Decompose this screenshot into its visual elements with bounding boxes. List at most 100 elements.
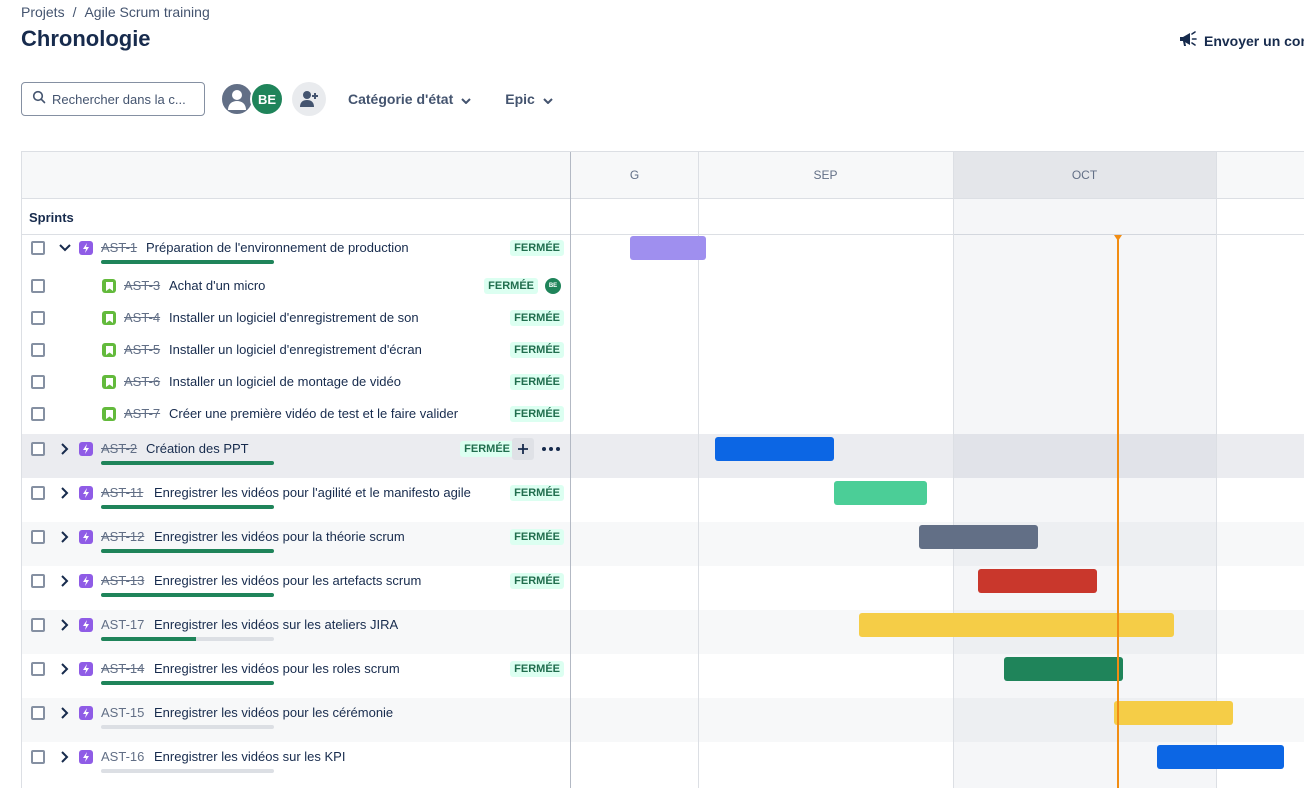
avatar-be[interactable]: BE [250,82,284,116]
sprints-label: Sprints [29,210,74,225]
chevron-right-icon[interactable] [58,750,72,764]
chevron-right-icon[interactable] [58,618,72,632]
row-checkbox[interactable] [31,618,45,632]
issue-summary[interactable]: Installer un logiciel d'enregistrement d… [169,342,422,357]
issue-summary[interactable]: Installer un logiciel de montage de vidé… [169,374,401,389]
timeline-bar-ast-14[interactable] [1004,657,1123,681]
row-checkbox[interactable] [31,311,45,325]
issue-key[interactable]: AST-3 [124,278,161,293]
breadcrumb-board[interactable]: Agile Scrum training [84,4,210,20]
issue-row-ast-4[interactable]: AST-4 Installer un logiciel d'enregistrem… [22,306,1304,338]
more-icon [542,447,560,451]
issue-key[interactable]: AST-1 [101,240,138,255]
issue-key[interactable]: AST-16 [101,749,145,764]
list-chart-divider[interactable] [570,152,571,788]
status-category-filter[interactable]: Catégorie d'état [348,91,471,107]
month-gridline [953,152,954,788]
progress-fill [101,593,274,597]
more-actions-button[interactable] [540,438,562,460]
row-checkbox[interactable] [31,706,45,720]
timeline-bar-ast-2[interactable] [715,437,834,461]
breadcrumb-projects[interactable]: Projets [21,4,65,20]
issue-summary[interactable]: Achat d'un micro [169,278,266,293]
issue-summary[interactable]: Enregistrer les vidéos pour les artefact… [154,573,422,588]
issue-row-ast-16[interactable]: AST-16 Enregistrer les vidéos sur les KPI [22,742,1304,786]
issue-summary[interactable]: Préparation de l'environnement de produc… [146,240,409,255]
assignee-avatar[interactable]: BE [545,278,561,294]
issue-summary[interactable]: Enregistrer les vidéos pour l'agilité et… [154,485,471,500]
issue-summary[interactable]: Enregistrer les vidéos pour les roles sc… [154,661,400,676]
issue-row-ast-11[interactable]: AST-11 Enregistrer les vidéos pour l'agil… [22,478,1304,522]
chevron-right-icon[interactable] [58,662,72,676]
chevron-right-icon[interactable] [58,442,72,456]
issue-key[interactable]: AST-5 [124,342,161,357]
issue-key[interactable]: AST-6 [124,374,161,389]
add-child-button[interactable] [512,438,534,460]
issue-key[interactable]: AST-13 [101,573,145,588]
issue-summary[interactable]: Installer un logiciel d'enregistrement d… [169,310,419,325]
epic-filter[interactable]: Epic [505,91,553,107]
timeline-bar-ast-16[interactable] [1157,745,1284,769]
timeline: G SEP OCT Sprints AST-1 Préparation de l'… [21,151,1304,788]
issue-summary[interactable]: Création des PPT [146,441,249,456]
row-checkbox[interactable] [31,279,45,293]
issue-key[interactable]: AST-14 [101,661,145,676]
search-box[interactable] [21,82,205,116]
issue-row-ast-3[interactable]: AST-3 Achat d'un micro FERMÉE BE [22,274,1304,306]
row-checkbox[interactable] [31,530,45,544]
epic-icon [79,442,93,456]
timeline-bar-ast-12[interactable] [919,525,1038,549]
issue-row-ast-14[interactable]: AST-14 Enregistrer les vidéos pour les ro… [22,654,1304,698]
status-badge: FERMÉE [510,529,564,545]
issue-row-ast-2[interactable]: AST-2 Création des PPT FERMÉE [22,434,1304,478]
chevron-right-icon[interactable] [58,530,72,544]
chevron-down-icon[interactable] [58,241,72,255]
issue-summary[interactable]: Enregistrer les vidéos sur les KPI [154,749,346,764]
issue-key[interactable]: AST-11 [101,485,144,500]
chevron-right-icon[interactable] [58,486,72,500]
chevron-right-icon[interactable] [58,706,72,720]
issue-key[interactable]: AST-7 [124,406,161,421]
timeline-bar-ast-15[interactable] [1114,701,1233,725]
row-checkbox[interactable] [31,750,45,764]
chevron-right-icon[interactable] [58,574,72,588]
add-people-button[interactable] [292,82,326,116]
issue-summary[interactable]: Enregistrer les vidéos sur les ateliers … [154,617,399,632]
row-checkbox[interactable] [31,241,45,255]
issue-row-ast-7[interactable]: AST-7 Créer une première vidéo de test et… [22,402,1304,434]
feedback-button[interactable]: Envoyer un com [1178,30,1304,51]
avatar-unassigned[interactable] [220,82,254,116]
issue-row-list-cell: AST-14 Enregistrer les vidéos pour les ro… [22,654,570,698]
issue-key[interactable]: AST-2 [101,441,138,456]
issue-row-ast-13[interactable]: AST-13 Enregistrer les vidéos pour les ar… [22,566,1304,610]
row-checkbox[interactable] [31,486,45,500]
issue-row-ast-12[interactable]: AST-12 Enregistrer les vidéos pour la thé… [22,522,1304,566]
issue-row-ast-15[interactable]: AST-15 Enregistrer les vidéos pour les cé… [22,698,1304,742]
avatar-group: BE [220,82,284,116]
timeline-bar-ast-1[interactable] [630,236,706,260]
search-input[interactable] [52,91,192,107]
issue-row-ast-6[interactable]: AST-6 Installer un logiciel de montage de… [22,370,1304,402]
issue-row-ast-5[interactable]: AST-5 Installer un logiciel d'enregistrem… [22,338,1304,370]
timeline-bar-ast-11[interactable] [834,481,927,505]
timeline-bar-ast-13[interactable] [978,569,1097,593]
issue-summary[interactable]: Enregistrer les vidéos pour la théorie s… [154,529,405,544]
row-checkbox[interactable] [31,407,45,421]
issue-summary[interactable]: Enregistrer les vidéos pour les cérémoni… [154,705,394,720]
issue-key[interactable]: AST-12 [101,529,145,544]
issue-summary[interactable]: Créer une première vidéo de test et le f… [169,406,459,421]
issue-key[interactable]: AST-15 [101,705,145,720]
issue-row-ast-17[interactable]: AST-17 Enregistrer les vidéos sur les ate… [22,610,1304,654]
timeline-bar-ast-17[interactable] [859,613,1174,637]
issue-key[interactable]: AST-4 [124,310,161,325]
issue-key[interactable]: AST-17 [101,617,145,632]
row-checkbox[interactable] [31,375,45,389]
row-checkbox[interactable] [31,574,45,588]
row-checkbox[interactable] [31,343,45,357]
issue-row-ast-1[interactable]: AST-1 Préparation de l'environnement de p… [22,236,1304,268]
epic-icon [79,241,93,255]
timeline-list-header [22,152,570,199]
epic-filter-label: Epic [505,91,535,107]
row-checkbox[interactable] [31,442,45,456]
row-checkbox[interactable] [31,662,45,676]
